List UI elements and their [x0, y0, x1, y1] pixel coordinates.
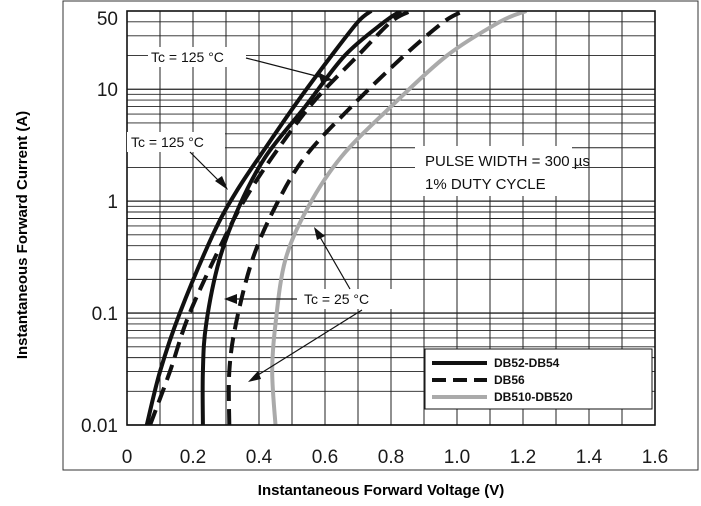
series-0-curve-1 [200, 11, 402, 425]
note-line-1: PULSE WIDTH = 300 µs [425, 153, 590, 170]
legend-label-db56: DB56 [494, 373, 525, 387]
x-tick-label: 1.0 [444, 447, 470, 468]
y-tick-label: 50 [97, 9, 118, 30]
series-1-curve-0 [148, 11, 412, 425]
pulse-width-note: PULSE WIDTH = 300 µs 1% DUTY CYCLE [415, 146, 590, 196]
x-axis-title: Instantaneous Forward Voltage (V) [258, 482, 504, 499]
plot-area-border [126, 10, 656, 426]
x-tick-label: 0.4 [246, 447, 273, 468]
annotation-tc25-label: Tc = 25 °C [304, 291, 369, 307]
note-line-2: 1% DUTY CYCLE [425, 176, 546, 193]
x-tick-label: 1.4 [576, 447, 603, 468]
legend-label-db510: DB510-DB520 [494, 390, 573, 404]
y-tick-label: 10 [97, 80, 118, 101]
annotation-tc125-top: Tc = 125 °C [148, 47, 333, 82]
curves [144, 11, 528, 425]
annotation-tc25: Tc = 25 °C [224, 227, 400, 382]
x-tick-label: 0 [122, 447, 133, 468]
y-tick-labels: 0.01 0.1 1 10 50 [81, 9, 118, 437]
annotation-tc125-top-label: Tc = 125 °C [151, 49, 224, 65]
series-1-curve-1 [226, 11, 465, 425]
annotation-tc125-bottom: Tc = 125 °C [127, 132, 228, 190]
y-tick-label: 0.1 [92, 304, 118, 325]
grid [127, 10, 655, 426]
x-tick-label: 1.6 [642, 447, 668, 468]
series-2-curve-0 [270, 11, 528, 425]
x-tick-labels: 0 0.2 0.4 0.6 0.8 1.0 1.2 1.4 1.6 [122, 447, 669, 468]
y-axis-title: Instantaneous Forward Current (A) [14, 111, 31, 359]
x-tick-label: 1.2 [510, 447, 536, 468]
x-tick-label: 0.6 [312, 447, 338, 468]
x-tick-label: 0.2 [180, 447, 206, 468]
legend: DB52-DB54 DB56 DB510-DB520 [424, 348, 653, 410]
y-tick-label: 0.01 [81, 416, 118, 437]
legend-label-db52: DB52-DB54 [494, 356, 560, 370]
series-0-curve-0 [144, 11, 373, 425]
annotation-tc125-bottom-label: Tc = 125 °C [131, 134, 204, 150]
x-tick-label: 0.8 [378, 447, 404, 468]
y-tick-label: 1 [107, 192, 118, 213]
